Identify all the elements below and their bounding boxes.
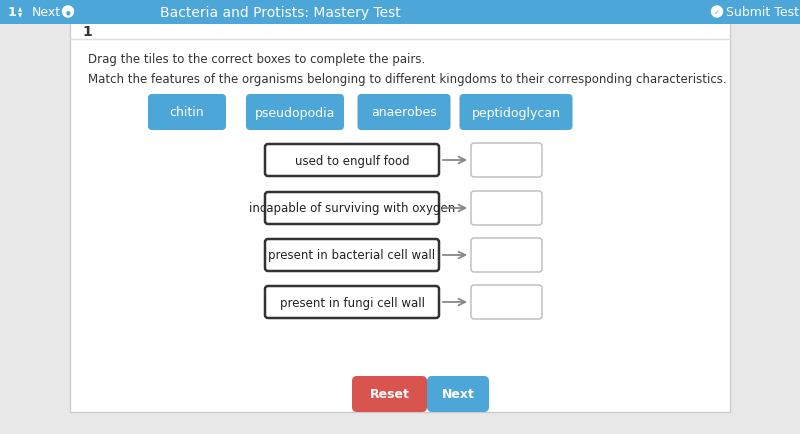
Text: Submit Test: Submit Test xyxy=(726,6,799,19)
Text: ▲: ▲ xyxy=(18,7,22,12)
Circle shape xyxy=(62,7,74,18)
Text: Drag the tiles to the correct boxes to complete the pairs.: Drag the tiles to the correct boxes to c… xyxy=(88,53,426,66)
FancyBboxPatch shape xyxy=(265,193,439,224)
FancyBboxPatch shape xyxy=(265,240,439,271)
Text: ✓: ✓ xyxy=(714,10,720,16)
Text: Bacteria and Protists: Mastery Test: Bacteria and Protists: Mastery Test xyxy=(160,6,401,20)
Text: Reset: Reset xyxy=(370,388,410,401)
FancyBboxPatch shape xyxy=(459,95,573,131)
FancyBboxPatch shape xyxy=(265,145,439,177)
FancyBboxPatch shape xyxy=(471,285,542,319)
Text: ●: ● xyxy=(66,10,70,15)
Text: peptidoglycan: peptidoglycan xyxy=(471,106,561,119)
Text: present in bacterial cell wall: present in bacterial cell wall xyxy=(269,249,435,262)
FancyBboxPatch shape xyxy=(246,95,344,131)
Text: pseudopodia: pseudopodia xyxy=(255,106,335,119)
FancyBboxPatch shape xyxy=(0,0,800,25)
Text: Next: Next xyxy=(442,388,474,401)
FancyBboxPatch shape xyxy=(471,238,542,273)
Text: Match the features of the organisms belonging to different kingdoms to their cor: Match the features of the organisms belo… xyxy=(88,73,726,86)
Text: present in fungi cell wall: present in fungi cell wall xyxy=(279,296,425,309)
FancyBboxPatch shape xyxy=(148,95,226,131)
Text: incapable of surviving with oxygen: incapable of surviving with oxygen xyxy=(249,202,455,215)
Text: 1: 1 xyxy=(8,6,17,19)
Text: ▼: ▼ xyxy=(18,13,22,18)
FancyBboxPatch shape xyxy=(471,144,542,178)
Text: 1: 1 xyxy=(82,25,92,39)
FancyBboxPatch shape xyxy=(265,286,439,318)
FancyBboxPatch shape xyxy=(70,18,730,412)
FancyBboxPatch shape xyxy=(352,376,427,412)
Text: chitin: chitin xyxy=(170,106,204,119)
Text: Next: Next xyxy=(32,6,61,19)
FancyBboxPatch shape xyxy=(471,191,542,226)
Circle shape xyxy=(711,7,722,18)
Text: used to engulf food: used to engulf food xyxy=(294,154,410,167)
FancyBboxPatch shape xyxy=(427,376,489,412)
FancyBboxPatch shape xyxy=(358,95,450,131)
Text: anaerobes: anaerobes xyxy=(371,106,437,119)
